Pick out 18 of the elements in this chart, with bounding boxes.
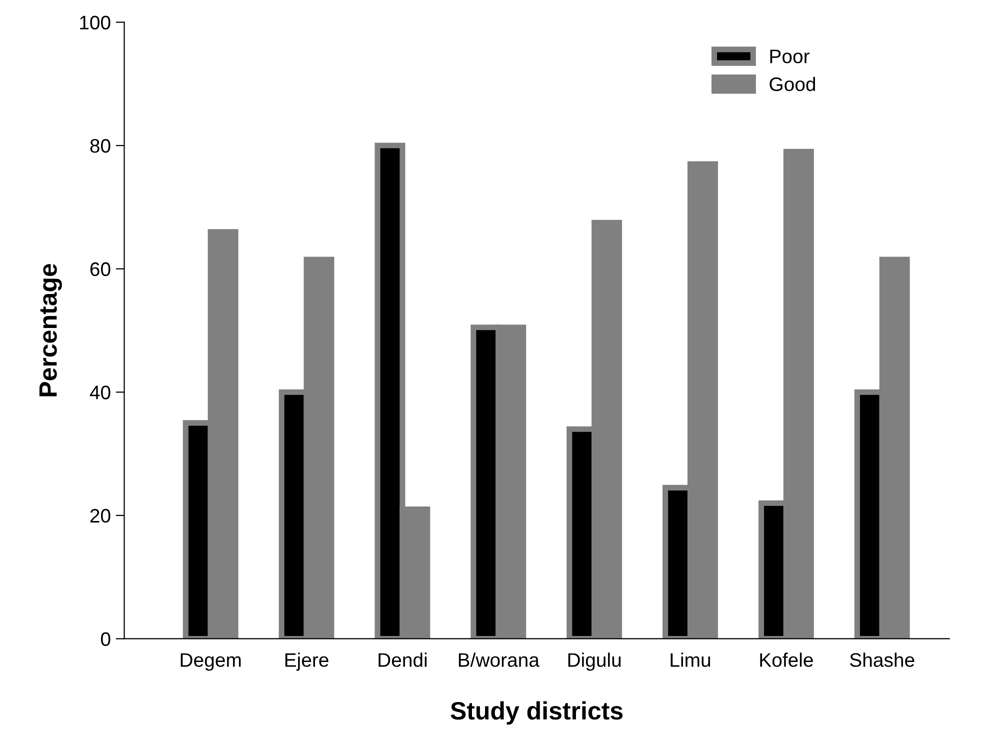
y-tick-label: 40 (90, 386, 110, 400)
x-tick-label: Kofele (760, 652, 813, 667)
y-tick-label: 100 (80, 16, 110, 30)
x-axis-title: Study districts (450, 701, 623, 725)
x-tick-label: Dendi (378, 652, 427, 667)
y-axis-title: Percentage (39, 264, 62, 396)
y-tick-label: 0 (101, 632, 110, 646)
legend-label: Poor (770, 50, 810, 64)
legend-label: Good (770, 76, 816, 92)
x-tick-label: Shashe (850, 652, 914, 667)
y-tick-label: 80 (90, 139, 110, 153)
x-tick-label: Limu (670, 652, 710, 667)
x-tick-label: Ejere (285, 652, 328, 671)
y-tick-label: 20 (90, 508, 110, 523)
x-tick-label: Degem (180, 653, 241, 671)
x-tick-label: B/worana (458, 652, 540, 667)
x-tick-label: Digulu (568, 652, 621, 671)
y-tick-label: 60 (90, 262, 110, 276)
